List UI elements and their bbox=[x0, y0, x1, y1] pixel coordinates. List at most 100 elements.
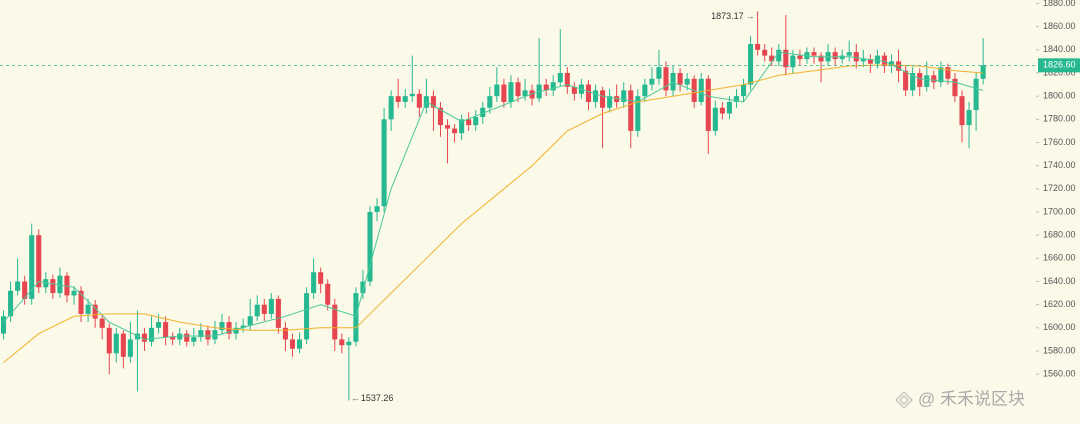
candle-body bbox=[550, 82, 556, 91]
y-tick-label: 1880.00 bbox=[1043, 0, 1076, 8]
y-tick-label: 1760.00 bbox=[1043, 137, 1076, 147]
candle-body bbox=[853, 52, 859, 62]
candle-body bbox=[755, 44, 761, 50]
y-tick-label: 1620.00 bbox=[1043, 299, 1076, 309]
candle-body bbox=[592, 90, 599, 102]
candle-body bbox=[487, 96, 493, 108]
y-tick-label: 1640.00 bbox=[1043, 276, 1076, 286]
candle-body bbox=[628, 90, 634, 131]
candle-body bbox=[501, 84, 507, 102]
candle-body bbox=[663, 67, 669, 91]
candle-body bbox=[304, 293, 310, 340]
candle-body bbox=[783, 49, 789, 68]
candle-body bbox=[790, 55, 796, 68]
candle-body bbox=[459, 119, 465, 134]
candle-body bbox=[78, 290, 84, 314]
candle-body bbox=[705, 78, 711, 131]
candle-body bbox=[353, 293, 359, 342]
candle-body bbox=[240, 325, 246, 328]
candle-body bbox=[712, 107, 718, 131]
candle-body bbox=[635, 96, 641, 131]
candle-body bbox=[896, 61, 902, 71]
low-annotation: 1537.26 bbox=[361, 393, 394, 403]
candle-body bbox=[0, 316, 7, 334]
candle-body bbox=[508, 82, 514, 102]
candle-body bbox=[339, 339, 345, 346]
candle-body bbox=[15, 281, 21, 291]
y-tick-label: 1700.00 bbox=[1043, 206, 1076, 216]
low-arrow: ← bbox=[351, 393, 360, 403]
candle-body bbox=[409, 93, 415, 97]
candle-body bbox=[275, 298, 281, 328]
candle-body bbox=[473, 117, 479, 126]
candle-body bbox=[57, 275, 63, 294]
candle-body bbox=[726, 101, 732, 114]
candle-body bbox=[480, 107, 486, 118]
candle-body bbox=[318, 272, 324, 284]
candle-body bbox=[141, 333, 148, 342]
candle-body bbox=[888, 61, 895, 67]
candle-body bbox=[177, 333, 183, 340]
candle-body bbox=[762, 49, 768, 56]
candle-body bbox=[212, 330, 218, 340]
candle-body bbox=[677, 72, 683, 85]
y-tick-label: 1680.00 bbox=[1043, 230, 1076, 240]
candle-body bbox=[698, 78, 704, 102]
candle-body bbox=[134, 333, 140, 340]
y-tick-label: 1800.00 bbox=[1043, 91, 1076, 101]
candle-body bbox=[769, 55, 775, 62]
candle-body bbox=[416, 93, 422, 108]
candle-body bbox=[36, 235, 42, 288]
candle-body bbox=[670, 72, 676, 91]
candle-body bbox=[607, 96, 613, 108]
candle-body bbox=[931, 75, 937, 83]
candle-body bbox=[797, 55, 803, 60]
candle-body bbox=[346, 341, 352, 346]
candle-body bbox=[952, 78, 958, 97]
candle-body bbox=[198, 330, 204, 338]
candle-body bbox=[430, 96, 436, 108]
candle-body bbox=[268, 298, 274, 314]
candle-body bbox=[219, 322, 225, 331]
candle-body bbox=[452, 128, 458, 134]
candle-body bbox=[811, 52, 817, 56]
candle-body bbox=[43, 279, 49, 288]
moving-average-line bbox=[3, 64, 984, 363]
candle-body bbox=[296, 339, 303, 349]
candle-body bbox=[529, 90, 535, 99]
candle-body bbox=[226, 322, 232, 334]
candle-body bbox=[740, 84, 747, 97]
candle-body bbox=[494, 84, 500, 97]
candle-body bbox=[247, 316, 253, 326]
candle-body bbox=[973, 78, 979, 111]
candle-body bbox=[233, 327, 239, 334]
watermark: @ 禾禾说区块 bbox=[918, 389, 1025, 408]
candle-body bbox=[621, 90, 627, 102]
moving-average-line bbox=[3, 51, 984, 340]
candle-body bbox=[614, 96, 620, 102]
candle-body bbox=[8, 290, 14, 317]
candle-body bbox=[254, 304, 260, 317]
candle-body bbox=[191, 337, 197, 342]
candle-body bbox=[444, 125, 451, 129]
candle-body bbox=[910, 72, 916, 91]
candle-body bbox=[466, 119, 472, 126]
candle-body bbox=[85, 304, 91, 314]
candle-body bbox=[381, 119, 387, 207]
y-tick-label: 1580.00 bbox=[1043, 345, 1076, 355]
candle-body bbox=[945, 67, 951, 79]
candle-body bbox=[776, 49, 782, 62]
candle-body bbox=[437, 107, 444, 126]
y-tick-label: 1780.00 bbox=[1043, 114, 1076, 124]
candle-body bbox=[600, 90, 606, 108]
candle-body bbox=[311, 272, 317, 294]
candle-body bbox=[860, 59, 866, 62]
candle-body bbox=[113, 333, 119, 354]
candle-body bbox=[719, 107, 725, 114]
candle-body bbox=[332, 304, 338, 340]
candle-body bbox=[127, 339, 133, 357]
candle-body bbox=[148, 327, 155, 342]
y-tick-label: 1740.00 bbox=[1043, 160, 1076, 170]
candle-body bbox=[938, 67, 944, 83]
candle-body bbox=[959, 96, 965, 126]
